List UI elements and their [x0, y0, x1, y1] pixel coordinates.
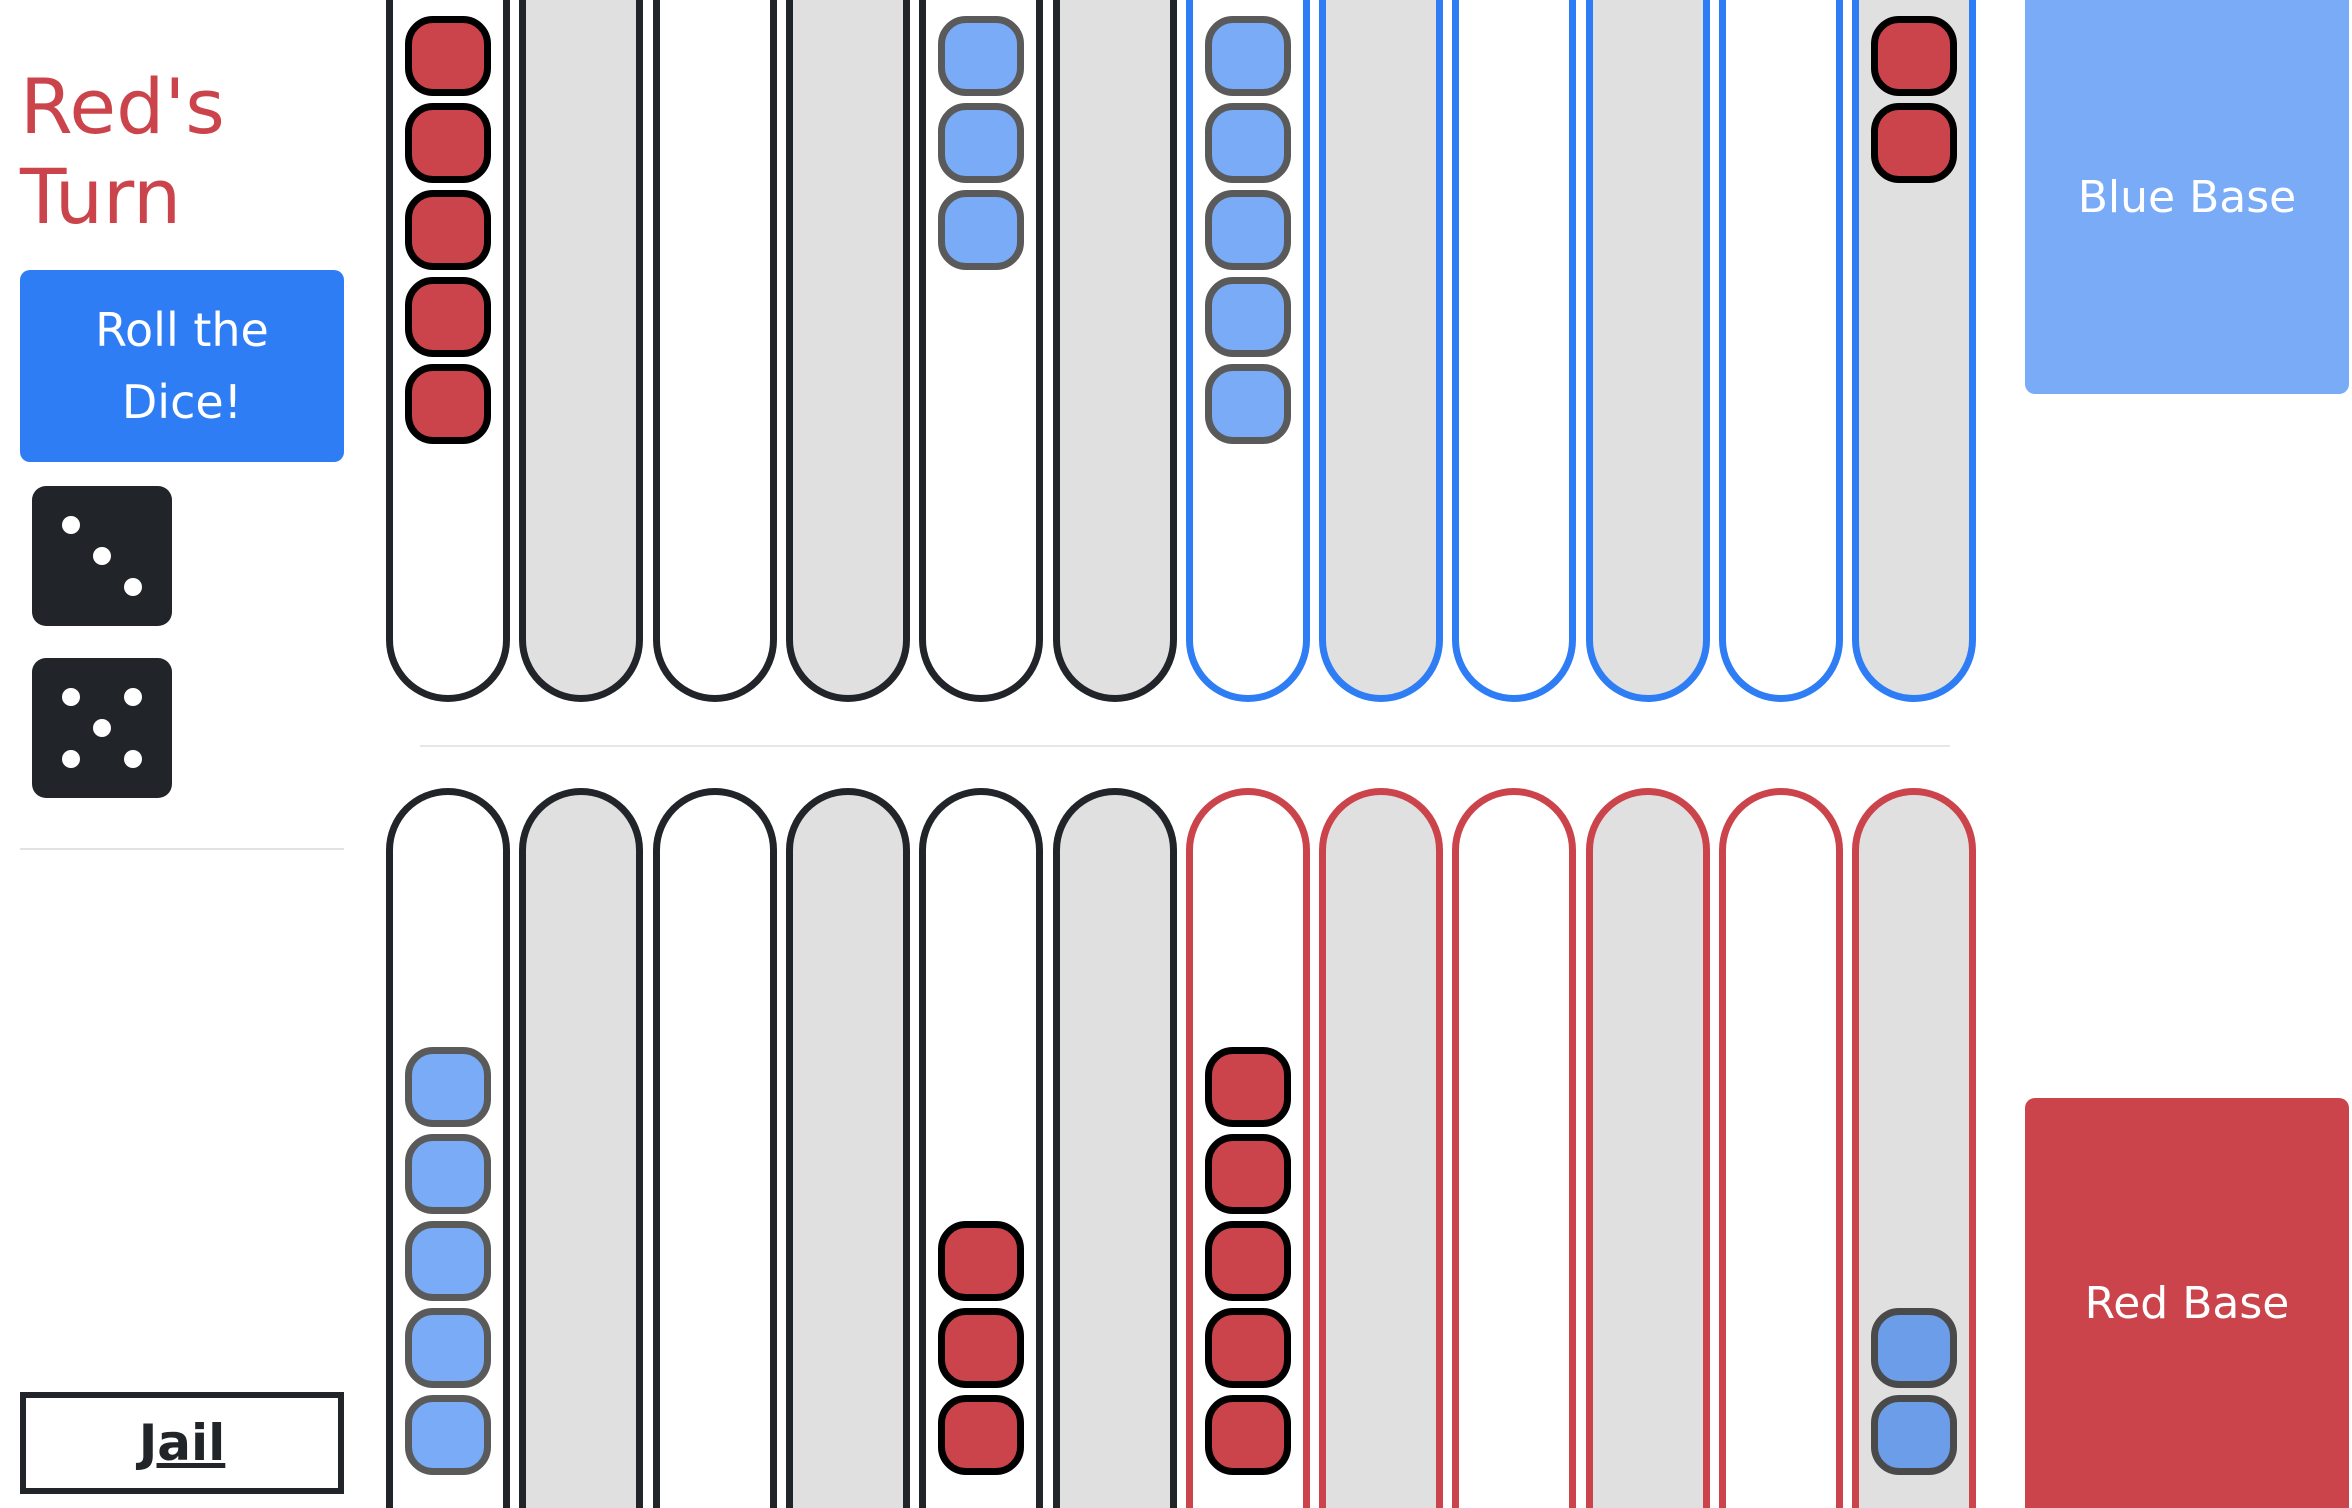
- red-checker[interactable]: [1204, 1308, 1291, 1388]
- red-base-label: Red Base: [2084, 1277, 2290, 1329]
- blue-checker[interactable]: [405, 1395, 491, 1475]
- bottom-point-5[interactable]: [919, 788, 1044, 1508]
- top-point-4[interactable]: [785, 0, 910, 702]
- blue-checker[interactable]: [1204, 16, 1291, 96]
- red-checker[interactable]: [1871, 16, 1958, 96]
- die-pip: [123, 688, 142, 707]
- red-checker[interactable]: [405, 16, 491, 96]
- die-pip: [93, 547, 111, 565]
- bottom-point-9[interactable]: [1452, 788, 1577, 1508]
- red-checker[interactable]: [1871, 103, 1958, 183]
- board-divider: [420, 745, 1950, 747]
- top-point-11[interactable]: [1719, 0, 1843, 702]
- blue-checker[interactable]: [405, 1221, 491, 1301]
- red-checker[interactable]: [1204, 1134, 1291, 1214]
- blue-base-label: Blue Base: [2077, 171, 2297, 223]
- blue-checker[interactable]: [938, 190, 1025, 270]
- die-pip: [62, 749, 81, 768]
- blue-checker[interactable]: [938, 16, 1025, 96]
- turn-indicator: Red's Turn: [20, 62, 225, 241]
- die-pip: [123, 577, 142, 596]
- top-point-2[interactable]: [519, 0, 644, 702]
- bottom-point-6[interactable]: [1052, 788, 1177, 1508]
- die-pip: [123, 749, 142, 768]
- bottom-point-12[interactable]: [1852, 788, 1977, 1508]
- jail-label: Jail: [138, 1414, 226, 1472]
- red-checker[interactable]: [405, 364, 491, 444]
- blue-checker[interactable]: [938, 103, 1025, 183]
- red-checker[interactable]: [938, 1221, 1025, 1301]
- bottom-point-7[interactable]: [1185, 788, 1310, 1508]
- blue-checker[interactable]: [1871, 1308, 1958, 1388]
- top-point-6[interactable]: [1052, 0, 1177, 702]
- blue-checker[interactable]: [1204, 190, 1291, 270]
- game-board: [386, 0, 1977, 1508]
- top-point-12[interactable]: [1852, 0, 1977, 702]
- bottom-point-11[interactable]: [1719, 788, 1843, 1508]
- roll-dice-button[interactable]: Roll the Dice!: [20, 270, 344, 462]
- sidebar-divider: [20, 848, 344, 850]
- top-point-9[interactable]: [1452, 0, 1577, 702]
- die-2: [32, 658, 172, 798]
- jail-area[interactable]: Jail: [20, 1392, 344, 1494]
- red-base[interactable]: Red Base: [2025, 1098, 2349, 1508]
- bottom-point-3[interactable]: [652, 788, 777, 1508]
- die-pip: [93, 719, 111, 737]
- red-checker[interactable]: [405, 103, 491, 183]
- top-point-3[interactable]: [652, 0, 777, 702]
- top-point-8[interactable]: [1319, 0, 1444, 702]
- red-checker[interactable]: [938, 1308, 1025, 1388]
- bottom-point-8[interactable]: [1319, 788, 1444, 1508]
- blue-checker[interactable]: [405, 1134, 491, 1214]
- bottom-point-2[interactable]: [519, 788, 644, 1508]
- bottom-point-10[interactable]: [1585, 788, 1710, 1508]
- blue-checker[interactable]: [1204, 103, 1291, 183]
- die-pip: [62, 516, 81, 535]
- blue-checker[interactable]: [405, 1308, 491, 1388]
- blue-checker[interactable]: [405, 1047, 491, 1127]
- bottom-point-4[interactable]: [785, 788, 910, 1508]
- die-1: [32, 486, 172, 626]
- red-checker[interactable]: [405, 190, 491, 270]
- red-checker[interactable]: [938, 1395, 1025, 1475]
- red-checker[interactable]: [1204, 1047, 1291, 1127]
- red-checker[interactable]: [1204, 1395, 1291, 1475]
- sidebar: Red's Turn Roll the Dice! Jail: [0, 0, 360, 1508]
- top-point-10[interactable]: [1585, 0, 1710, 702]
- blue-base[interactable]: Blue Base: [2025, 0, 2349, 394]
- red-checker[interactable]: [405, 277, 491, 357]
- blue-checker[interactable]: [1871, 1395, 1958, 1475]
- red-checker[interactable]: [1204, 1221, 1291, 1301]
- blue-checker[interactable]: [1204, 277, 1291, 357]
- die-pip: [62, 688, 81, 707]
- blue-checker[interactable]: [1204, 364, 1291, 444]
